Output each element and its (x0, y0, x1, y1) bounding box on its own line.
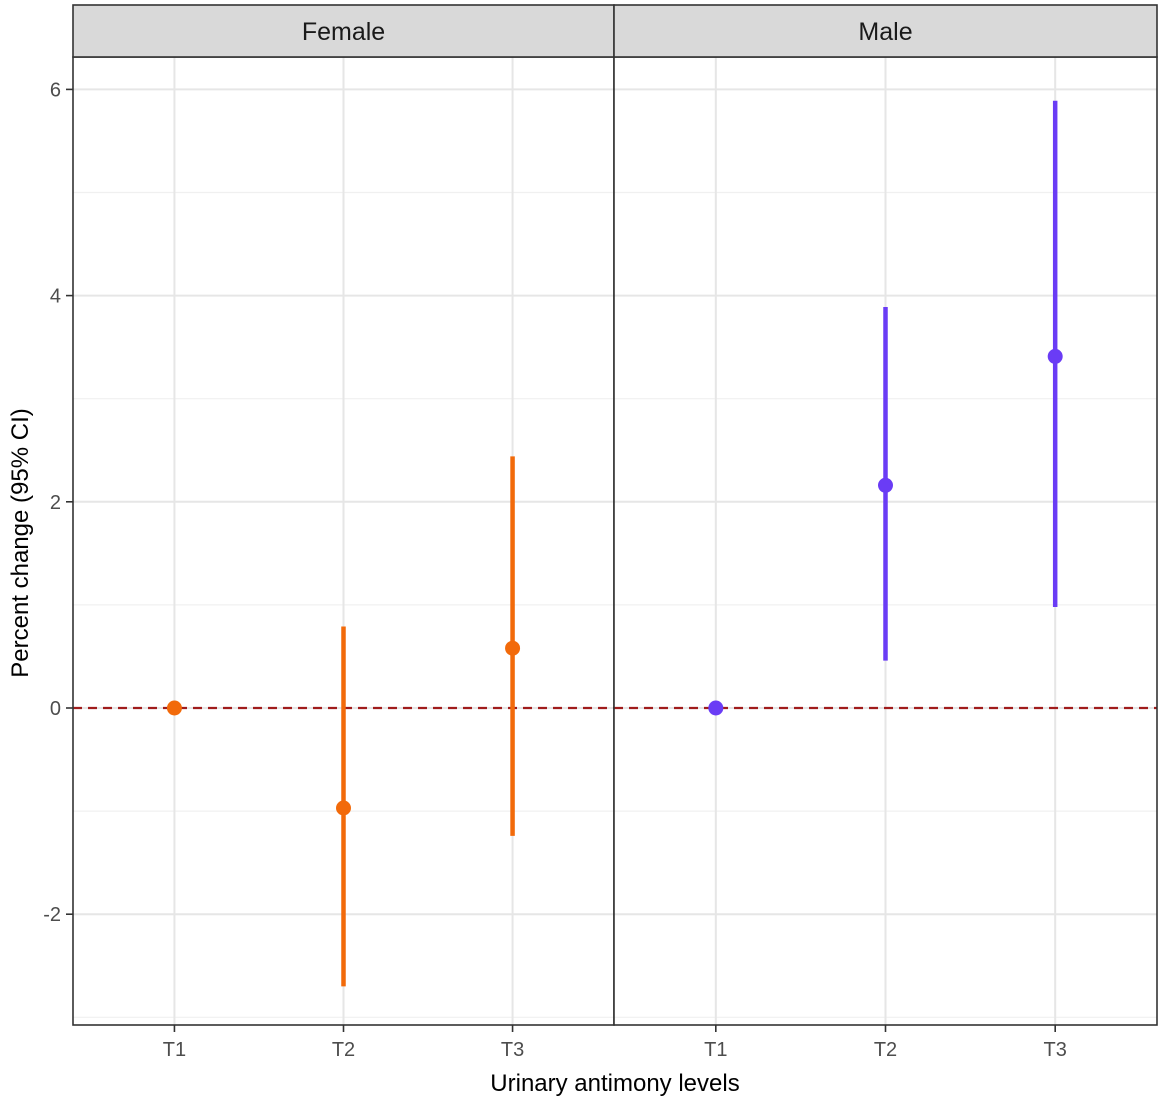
estimate-point-male-t3 (1047, 348, 1063, 364)
estimate-point-female-t1 (166, 700, 182, 716)
y-tick-label: 0 (50, 698, 61, 720)
y-tick-label: 2 (50, 492, 61, 514)
facet-strip-female (72, 4, 615, 58)
y-tick-label: 4 (50, 286, 61, 308)
estimate-point-female-t2 (336, 800, 351, 816)
estimate-point-male-t2 (878, 477, 893, 493)
x-tick-label: T1 (704, 1039, 727, 1061)
y-tick-label: 6 (50, 79, 61, 101)
facet-strip-label: Male (858, 18, 912, 46)
facet-strip-label: Female (302, 18, 385, 46)
x-tick-label: T2 (332, 1039, 355, 1061)
x-tick-label: T3 (501, 1039, 524, 1061)
x-axis-title: Urinary antimony levels (490, 1070, 739, 1097)
x-tick-label: T3 (1044, 1039, 1067, 1061)
y-axis-title: Percent change (95% CI) (7, 408, 34, 677)
y-tick-label: -2 (43, 904, 61, 926)
x-tick-label: T2 (874, 1039, 897, 1061)
facet-strip-male (613, 4, 1158, 58)
estimate-point-male-t1 (708, 700, 724, 716)
x-tick-label: T1 (163, 1039, 186, 1061)
estimate-point-female-t3 (505, 640, 521, 656)
